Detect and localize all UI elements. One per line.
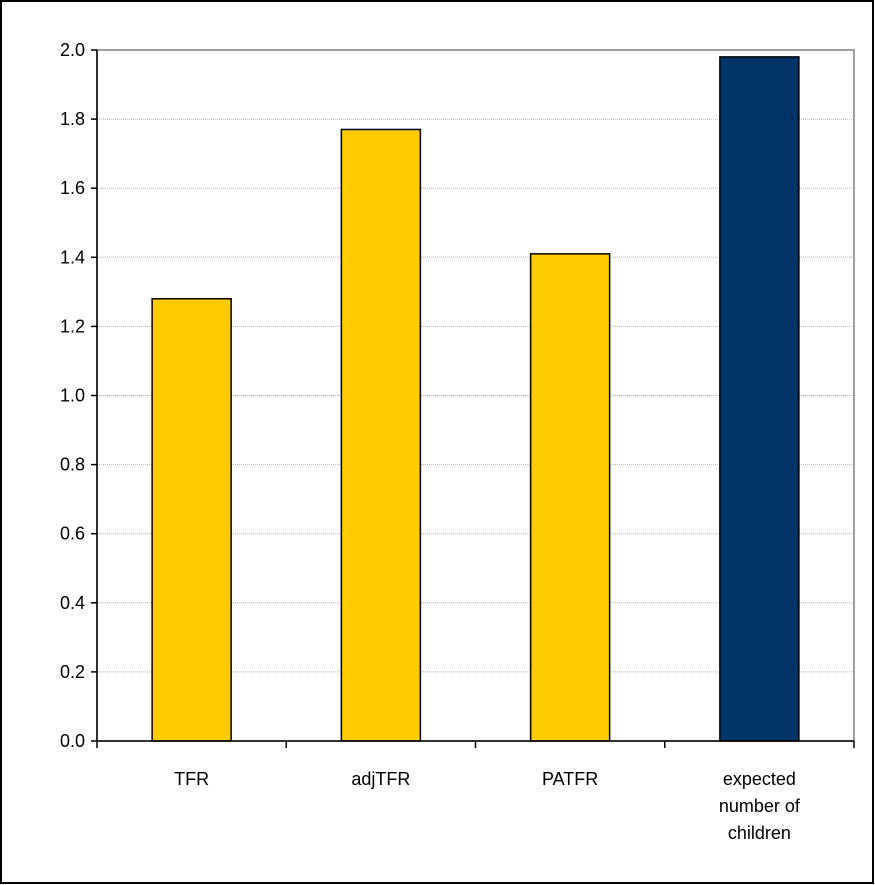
y-tick-label: 1.8 xyxy=(60,109,85,129)
y-tick-label: 1.2 xyxy=(60,316,85,336)
y-tick-label: 1.6 xyxy=(60,178,85,198)
y-tick-label: 0.4 xyxy=(60,593,85,613)
x-tick-label: adjTFR xyxy=(351,769,410,789)
x-tick-label: expected xyxy=(723,769,796,789)
axes xyxy=(91,49,855,748)
bar xyxy=(529,253,611,742)
y-tick-label: 0.2 xyxy=(60,662,85,682)
bar xyxy=(719,56,800,742)
y-tick-label: 1.4 xyxy=(60,247,85,267)
y-tick-label: 2.0 xyxy=(60,40,85,60)
bar xyxy=(151,298,232,742)
x-tick-label: TFR xyxy=(174,769,209,789)
y-tick-label: 0.8 xyxy=(60,455,85,475)
y-tick-label: 1.0 xyxy=(60,386,85,406)
bars xyxy=(151,56,800,742)
x-tick-label: number of xyxy=(719,796,801,816)
bar xyxy=(340,128,422,742)
x-tick-label: children xyxy=(728,823,791,843)
axis-labels: 0.0 0.2 0.4 0.6 0.8 1.0 1.2 1.4 1.6 1.8 2.0 TFR adjT… xyxy=(60,40,801,843)
y-tick-label: 0.0 xyxy=(60,731,85,751)
y-tick-label: 0.6 xyxy=(60,524,85,544)
x-tick-label: PATFR xyxy=(542,769,598,789)
